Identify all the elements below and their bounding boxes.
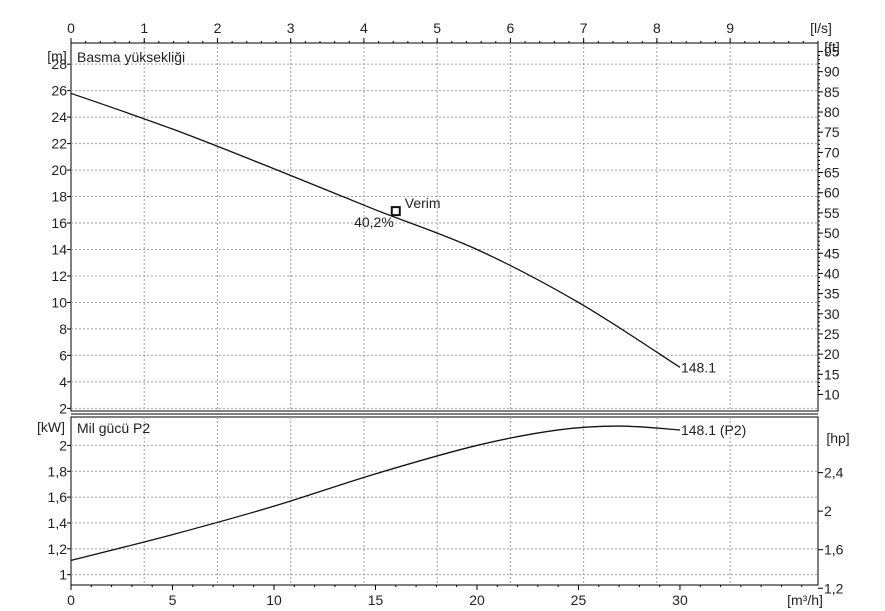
y-right-tick-label: 55	[824, 205, 840, 221]
efficiency-marker	[390, 206, 401, 217]
power-panel-title: Mil gücü P2	[77, 420, 150, 436]
x-top-tick-label: 0	[67, 20, 75, 36]
y-right-tick-label: 80	[824, 104, 840, 120]
y-left-tick-label: 24	[51, 109, 67, 125]
x-tick-label: 10	[266, 592, 282, 608]
y-right-tick-label: 15	[824, 366, 840, 382]
y-right-tick-label: 60	[824, 185, 840, 201]
y-right-tick-label: 40	[824, 265, 840, 281]
y-left-tick-label: 18	[51, 189, 67, 205]
y-left-tick-label: 8	[59, 321, 67, 337]
y-left-tick-label: 10	[51, 294, 67, 310]
head-curve-label: 148.1	[681, 359, 716, 375]
y-right-tick-label: 25	[824, 326, 840, 342]
y-left-tick-label: 12	[51, 268, 67, 284]
y-right-tick-label: 35	[824, 286, 840, 302]
x-top-tick-label: 4	[360, 20, 368, 36]
y-left-tick-label: 4	[59, 374, 67, 390]
x-tick-label: 15	[368, 592, 384, 608]
y-left-tick-label: 20	[51, 162, 67, 178]
y-left-tick-label: 6	[59, 347, 67, 363]
x-top-tick-label: 3	[287, 20, 295, 36]
y-right-tick-label: 30	[824, 306, 840, 322]
x-top-axis-label: [l/s]	[810, 20, 832, 36]
power-curve-series	[70, 425, 681, 562]
power-curve-label: 148.1 (P2)	[681, 422, 746, 438]
y-left-tick-label: 1,6	[48, 489, 68, 505]
y-left-tick-label: 1,2	[48, 541, 68, 557]
y-left-tick-label: 1	[59, 567, 67, 583]
head-curve-series	[70, 92, 681, 368]
y-left-tick-label: 2	[59, 400, 67, 416]
y-right-tick-label: 45	[824, 245, 840, 261]
y-right-tick-label: 2	[824, 503, 832, 519]
x-top-tick-label: 5	[433, 20, 441, 36]
y-left-tick-label: 22	[51, 136, 67, 152]
efficiency-value: 40,2%	[354, 214, 394, 230]
y-left-axis-label: [kW]	[37, 419, 65, 435]
y-right-tick-label: 65	[824, 165, 840, 181]
x-tick-label: 20	[469, 592, 485, 608]
y-left-tick-label: 1,8	[48, 463, 68, 479]
x-top-tick-label: 7	[580, 20, 588, 36]
y-right-axis-label: [hp]	[826, 430, 849, 446]
x-tick-label: 0	[67, 592, 75, 608]
y-right-tick-label: 10	[824, 386, 840, 402]
x-top-tick-label: 8	[653, 20, 661, 36]
y-right-tick-label: 90	[824, 64, 840, 80]
y-right-tick-label: 20	[824, 346, 840, 362]
x-top-tick-label: 1	[140, 20, 148, 36]
y-right-tick-label: 85	[824, 84, 840, 100]
y-right-tick-label: 75	[824, 124, 840, 140]
y-left-axis-label: [m]	[47, 48, 66, 64]
y-right-tick-label: 1,2	[824, 580, 844, 596]
y-left-tick-label: 28	[51, 56, 67, 72]
x-top-tick-label: 6	[507, 20, 515, 36]
y-right-tick-label: 1,6	[824, 542, 844, 558]
x-axis-label: [m³/h]	[787, 592, 823, 608]
x-top-tick-label: 9	[726, 20, 734, 36]
y-left-tick-label: 2	[59, 437, 67, 453]
y-right-tick-label: 95	[824, 44, 840, 60]
power-plot-area	[70, 416, 819, 586]
x-tick-label: 5	[169, 592, 177, 608]
y-right-tick-label: 70	[824, 144, 840, 160]
x-top-tick-label: 2	[214, 20, 222, 36]
y-left-tick-label: 26	[51, 83, 67, 99]
head-panel-title: Basma yüksekliği	[77, 49, 185, 65]
y-right-axis-label: [ft]	[824, 39, 840, 55]
y-left-tick-label: 16	[51, 215, 67, 231]
x-tick-label: 30	[672, 592, 688, 608]
y-right-tick-label: 50	[824, 225, 840, 241]
head-plot-area	[70, 42, 819, 412]
x-tick-label: 25	[571, 592, 587, 608]
y-right-tick-label: 2,4	[824, 465, 844, 481]
y-left-tick-label: 14	[51, 242, 67, 258]
efficiency-label: Verim	[405, 195, 441, 211]
y-left-tick-label: 1,4	[48, 515, 68, 531]
